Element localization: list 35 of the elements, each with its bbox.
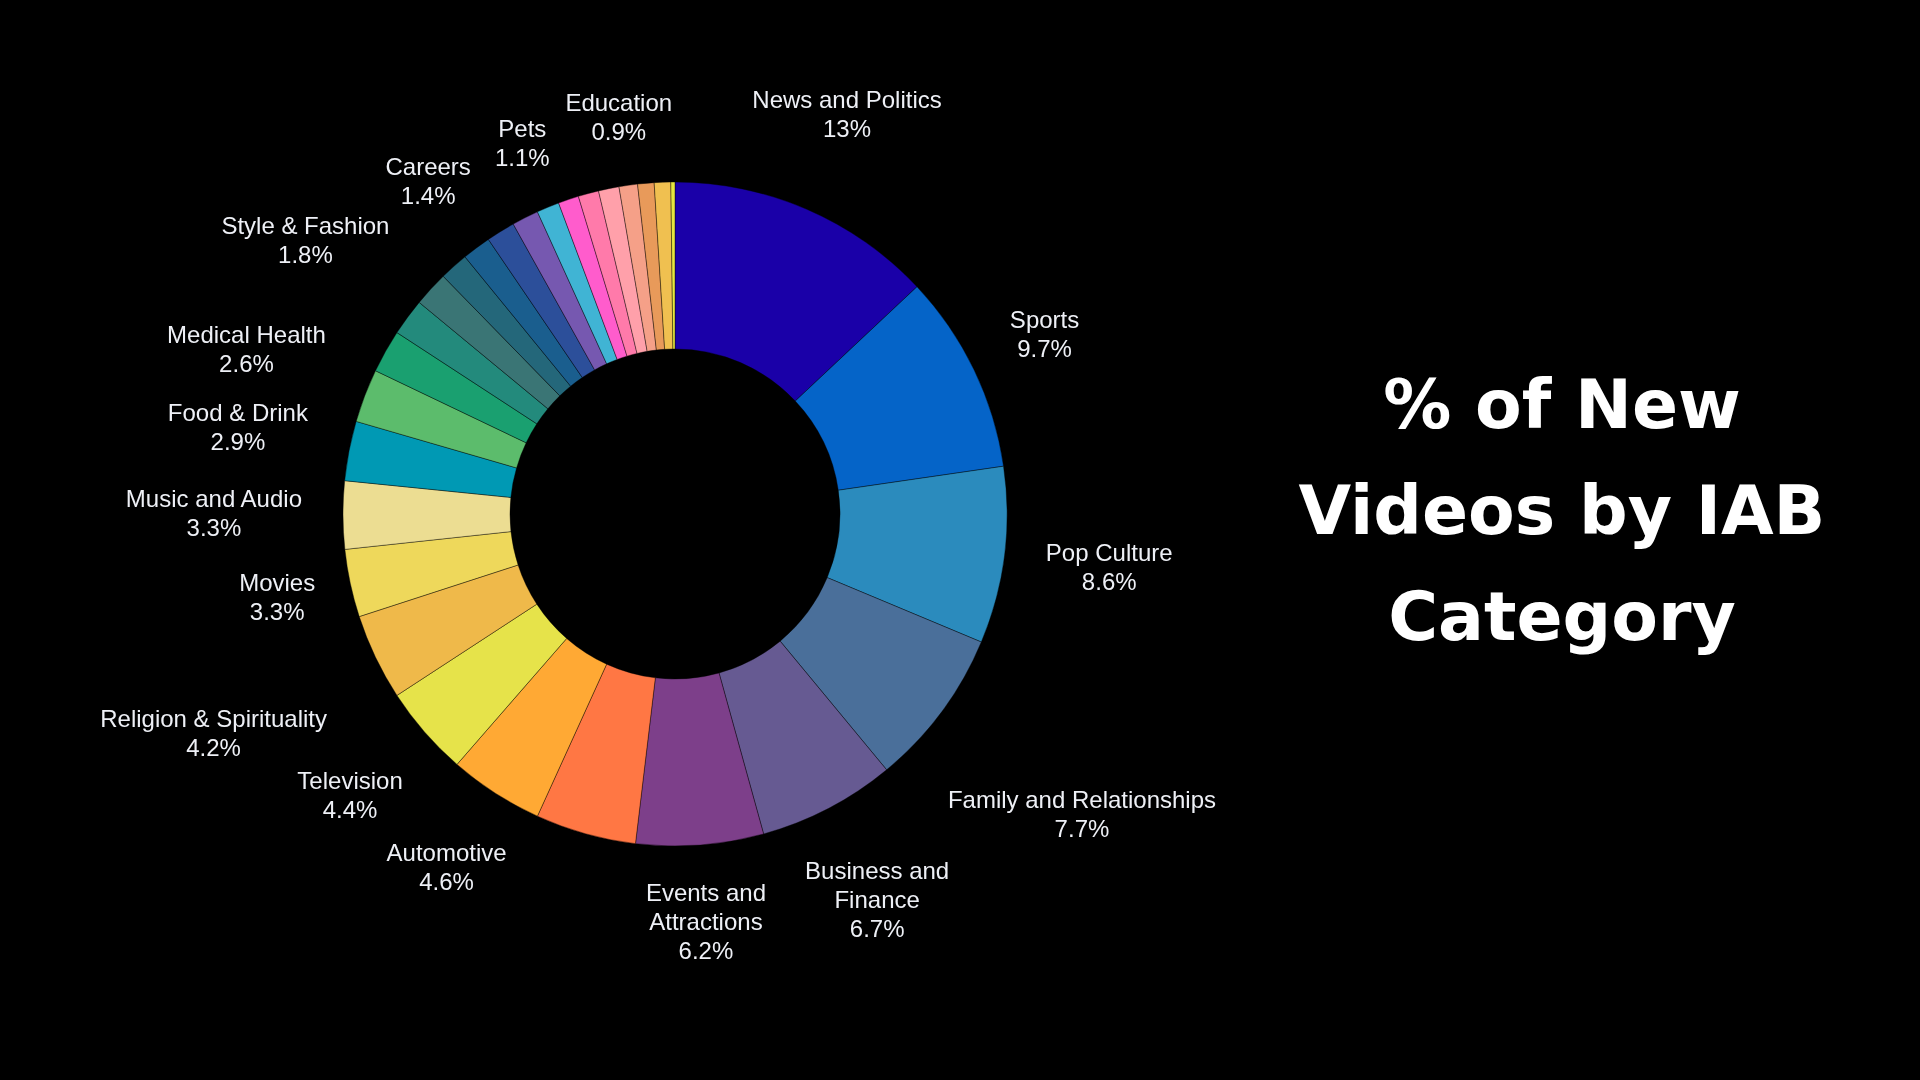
data-label: 9.7% bbox=[1017, 334, 1072, 362]
data-label: 3.3% bbox=[186, 514, 242, 542]
data-label: 7.7% bbox=[1054, 814, 1110, 842]
slice-label: Events and Attractions bbox=[645, 879, 766, 936]
slice-label: Education bbox=[565, 88, 673, 116]
data-label: 6.7% bbox=[849, 915, 905, 943]
slice-label: Television bbox=[297, 766, 403, 794]
slice-label: Careers bbox=[385, 153, 471, 181]
data-label: 0.9% bbox=[591, 117, 647, 145]
slice-label: Music and Audio bbox=[125, 485, 302, 513]
data-label: 6.2% bbox=[678, 937, 734, 965]
data-label: 1.1% bbox=[495, 144, 550, 172]
data-label: 2.6% bbox=[219, 349, 274, 377]
slice-label: Family and Relationships bbox=[947, 785, 1217, 813]
data-label: 4.2% bbox=[186, 733, 241, 761]
slice-label: Pets bbox=[498, 115, 547, 143]
data-label: 2.9% bbox=[210, 428, 266, 456]
slice-label: Medical Health bbox=[167, 320, 326, 348]
slice-label: Automotive bbox=[386, 838, 507, 866]
slice-label: Sports bbox=[1009, 305, 1080, 333]
slice-label: Business and Finance bbox=[805, 857, 950, 914]
slice-label: Movies bbox=[239, 568, 316, 596]
data-label: 4.6% bbox=[419, 867, 474, 895]
data-label: 4.4% bbox=[322, 795, 378, 823]
slice-label: News and Politics bbox=[752, 86, 942, 114]
slice-label: Style & Fashion bbox=[221, 211, 390, 239]
slice-label: Pop Culture bbox=[1045, 538, 1173, 566]
text: % of New Videos by IAB Category bbox=[1298, 365, 1826, 656]
slice-label: Religion & Spirituality bbox=[100, 704, 327, 732]
data-label: 8.6% bbox=[1081, 567, 1137, 595]
data-label: 1.4% bbox=[400, 182, 456, 210]
data-label: 3.3% bbox=[249, 597, 305, 625]
slice-label: Food & Drink bbox=[167, 399, 309, 427]
data-label: 1.8% bbox=[278, 240, 333, 268]
data-label: 13% bbox=[823, 115, 872, 143]
